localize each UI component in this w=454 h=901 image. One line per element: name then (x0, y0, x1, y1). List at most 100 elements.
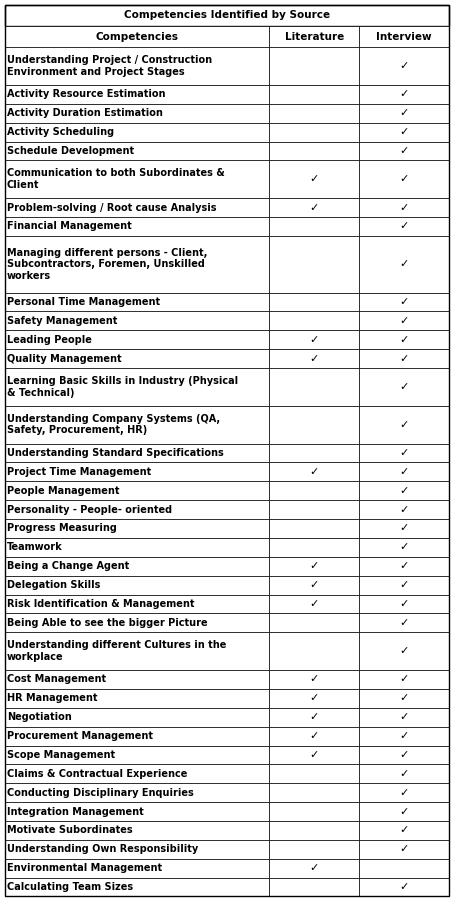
Text: Negotiation: Negotiation (7, 712, 72, 723)
Bar (269, 85, 359, 104)
Text: ✓: ✓ (400, 694, 409, 704)
Bar (269, 859, 359, 878)
Text: Competencies Identified by Source: Competencies Identified by Source (124, 10, 330, 20)
Text: ✓: ✓ (400, 146, 409, 156)
Text: ✓: ✓ (400, 89, 409, 99)
Bar (5, 576, 269, 595)
Text: Financial Management: Financial Management (7, 222, 132, 232)
Bar (269, 802, 359, 821)
Bar (359, 783, 449, 802)
Text: ✓: ✓ (310, 675, 319, 685)
Text: ✓: ✓ (400, 646, 409, 656)
Text: Being a Change Agent: Being a Change Agent (7, 561, 129, 571)
Text: HR Management: HR Management (7, 694, 97, 704)
Bar (269, 689, 359, 708)
Bar (359, 689, 449, 708)
Bar (269, 481, 359, 500)
Text: Learning Basic Skills in Industry (Physical
& Technical): Learning Basic Skills in Industry (Physi… (7, 376, 238, 397)
Bar (269, 293, 359, 312)
Bar (269, 614, 359, 633)
Bar (269, 217, 359, 236)
Text: Teamwork: Teamwork (7, 542, 63, 552)
Bar (5, 538, 269, 557)
Text: Claims & Contractual Experience: Claims & Contractual Experience (7, 769, 187, 778)
Bar (359, 350, 449, 368)
Bar (5, 670, 269, 689)
Bar (269, 576, 359, 595)
Bar (359, 670, 449, 689)
Text: ✓: ✓ (310, 731, 319, 741)
Text: ✓: ✓ (310, 599, 319, 609)
Text: Understanding different Cultures in the
workplace: Understanding different Cultures in the … (7, 641, 226, 662)
Bar (359, 26, 449, 47)
Bar (359, 576, 449, 595)
Bar (5, 821, 269, 840)
Text: ✓: ✓ (400, 297, 409, 307)
Bar (359, 405, 449, 443)
Text: Managing different persons - Client,
Subcontractors, Foremen, Unskilled
workers: Managing different persons - Client, Sub… (7, 248, 207, 281)
Bar (5, 5, 449, 26)
Bar (5, 123, 269, 141)
Text: Activity Resource Estimation: Activity Resource Estimation (7, 89, 165, 99)
Bar (269, 500, 359, 519)
Text: Delegation Skills: Delegation Skills (7, 580, 100, 590)
Bar (269, 557, 359, 576)
Text: ✓: ✓ (400, 316, 409, 326)
Bar (269, 821, 359, 840)
Bar (269, 405, 359, 443)
Bar (359, 141, 449, 160)
Text: ✓: ✓ (400, 259, 409, 269)
Bar (359, 368, 449, 405)
Text: ✓: ✓ (400, 523, 409, 533)
Text: ✓: ✓ (400, 561, 409, 571)
Text: ✓: ✓ (400, 382, 409, 392)
Bar (5, 708, 269, 726)
Text: Risk Identification & Management: Risk Identification & Management (7, 599, 194, 609)
Text: ✓: ✓ (400, 712, 409, 723)
Bar (5, 462, 269, 481)
Bar (359, 331, 449, 350)
Text: Understanding Project / Construction
Environment and Project Stages: Understanding Project / Construction Env… (7, 55, 212, 77)
Bar (269, 783, 359, 802)
Bar (359, 859, 449, 878)
Bar (5, 217, 269, 236)
Bar (5, 802, 269, 821)
Bar (5, 331, 269, 350)
Bar (359, 595, 449, 614)
Text: ✓: ✓ (400, 174, 409, 185)
Text: ✓: ✓ (310, 353, 319, 364)
Text: Interview: Interview (376, 32, 432, 41)
Bar (5, 236, 269, 293)
Text: Scope Management: Scope Management (7, 750, 115, 760)
Text: Conducting Disciplinary Enquiries: Conducting Disciplinary Enquiries (7, 787, 193, 797)
Bar (269, 104, 359, 123)
Text: Understanding Company Systems (QA,
Safety, Procurement, HR): Understanding Company Systems (QA, Safet… (7, 414, 220, 435)
Bar (359, 236, 449, 293)
Bar (269, 764, 359, 783)
Text: ✓: ✓ (400, 769, 409, 778)
Bar (5, 405, 269, 443)
Bar (5, 764, 269, 783)
Bar (269, 141, 359, 160)
Text: ✓: ✓ (400, 787, 409, 797)
Text: ✓: ✓ (400, 731, 409, 741)
Bar (269, 633, 359, 670)
Bar (269, 519, 359, 538)
Bar (269, 538, 359, 557)
Text: ✓: ✓ (400, 844, 409, 854)
Bar (359, 312, 449, 331)
Text: ✓: ✓ (400, 222, 409, 232)
Text: ✓: ✓ (310, 694, 319, 704)
Bar (269, 350, 359, 368)
Text: ✓: ✓ (400, 448, 409, 458)
Bar (359, 519, 449, 538)
Bar (269, 236, 359, 293)
Bar (359, 217, 449, 236)
Bar (359, 123, 449, 141)
Text: ✓: ✓ (400, 806, 409, 816)
Text: ✓: ✓ (310, 863, 319, 873)
Text: Calculating Team Sizes: Calculating Team Sizes (7, 882, 133, 892)
Bar (5, 519, 269, 538)
Bar (5, 745, 269, 764)
Bar (359, 745, 449, 764)
